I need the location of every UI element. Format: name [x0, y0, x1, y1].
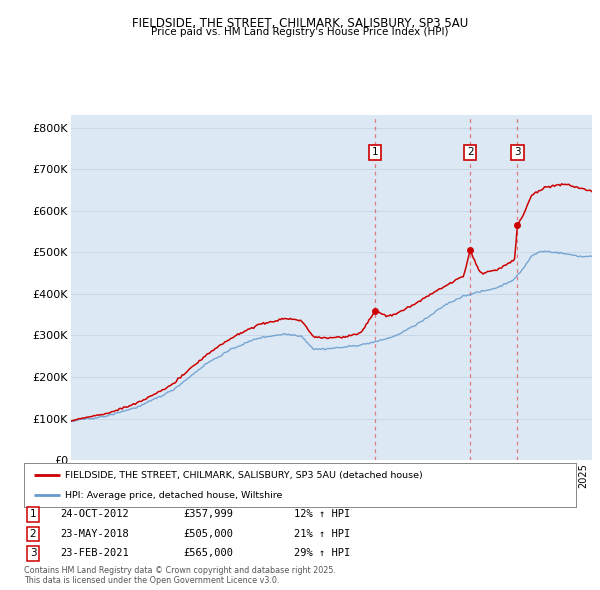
Text: HPI: Average price, detached house, Wiltshire: HPI: Average price, detached house, Wilt… — [65, 491, 283, 500]
Text: FIELDSIDE, THE STREET, CHILMARK, SALISBURY, SP3 5AU (detached house): FIELDSIDE, THE STREET, CHILMARK, SALISBU… — [65, 471, 423, 480]
Text: 2: 2 — [467, 148, 473, 158]
Text: 3: 3 — [29, 549, 37, 558]
Text: 21% ↑ HPI: 21% ↑ HPI — [294, 529, 350, 539]
Text: Contains HM Land Registry data © Crown copyright and database right 2025.
This d: Contains HM Land Registry data © Crown c… — [24, 566, 336, 585]
Text: £505,000: £505,000 — [183, 529, 233, 539]
Text: 29% ↑ HPI: 29% ↑ HPI — [294, 549, 350, 558]
Text: 12% ↑ HPI: 12% ↑ HPI — [294, 510, 350, 519]
Text: FIELDSIDE, THE STREET, CHILMARK, SALISBURY, SP3 5AU: FIELDSIDE, THE STREET, CHILMARK, SALISBU… — [132, 17, 468, 30]
Text: 24-OCT-2012: 24-OCT-2012 — [60, 510, 129, 519]
Text: 2: 2 — [29, 529, 37, 539]
Text: Price paid vs. HM Land Registry's House Price Index (HPI): Price paid vs. HM Land Registry's House … — [151, 27, 449, 37]
Text: 3: 3 — [514, 148, 521, 158]
Text: 23-FEB-2021: 23-FEB-2021 — [60, 549, 129, 558]
Text: £565,000: £565,000 — [183, 549, 233, 558]
Text: 1: 1 — [29, 510, 37, 519]
Text: 23-MAY-2018: 23-MAY-2018 — [60, 529, 129, 539]
Text: 1: 1 — [372, 148, 379, 158]
Text: £357,999: £357,999 — [183, 510, 233, 519]
